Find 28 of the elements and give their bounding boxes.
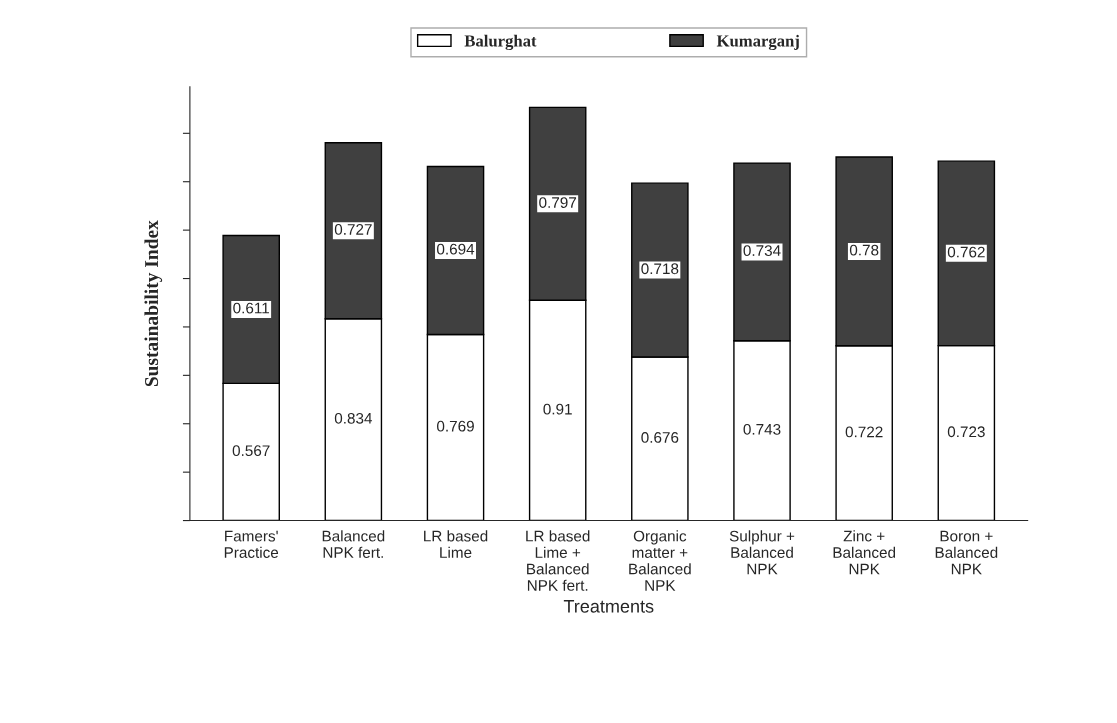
data-label: 0.743 (743, 423, 781, 435)
data-label: 0.718 (641, 263, 679, 275)
data-label: 0.611 (233, 302, 269, 314)
data-label: 0.722 (845, 426, 883, 438)
data-label: 0.676 (641, 432, 679, 443)
data-label: 0.723 (947, 426, 985, 438)
legend-label: Kumarganj (716, 34, 799, 51)
data-label: 0.762 (947, 246, 985, 258)
x-axis-title: Treatments (563, 600, 654, 613)
x-tick-label: Sulphur + Balanced NPK (729, 530, 795, 575)
x-tick-label: Zinc + Balanced NPK (833, 530, 896, 575)
data-label: 0.694 (437, 243, 475, 255)
y-axis-title: Sustainability Index (144, 220, 163, 387)
x-tick-label: Boron + Balanced NPK (935, 530, 998, 575)
data-label: 0.727 (334, 224, 372, 235)
data-label: 0.734 (743, 245, 781, 257)
x-tick-label: Balanced NPK fert. (322, 530, 385, 558)
data-label: 0.797 (539, 197, 577, 208)
data-label: 0.91 (543, 403, 572, 415)
legend-label: Balurghat (464, 34, 537, 51)
data-label: 0.567 (232, 445, 270, 457)
x-tick-label: LR based Lime + Balanced NPK fert. (526, 530, 590, 591)
data-label: 0.78 (849, 244, 879, 256)
data-label: 0.834 (334, 412, 373, 424)
x-tick-label: LR based Lime (424, 530, 488, 558)
data-label: 0.769 (437, 420, 474, 432)
x-tick-label: Organic matter + Balanced NPK (629, 530, 691, 591)
x-tick-label: Famers' Practice (224, 530, 279, 558)
